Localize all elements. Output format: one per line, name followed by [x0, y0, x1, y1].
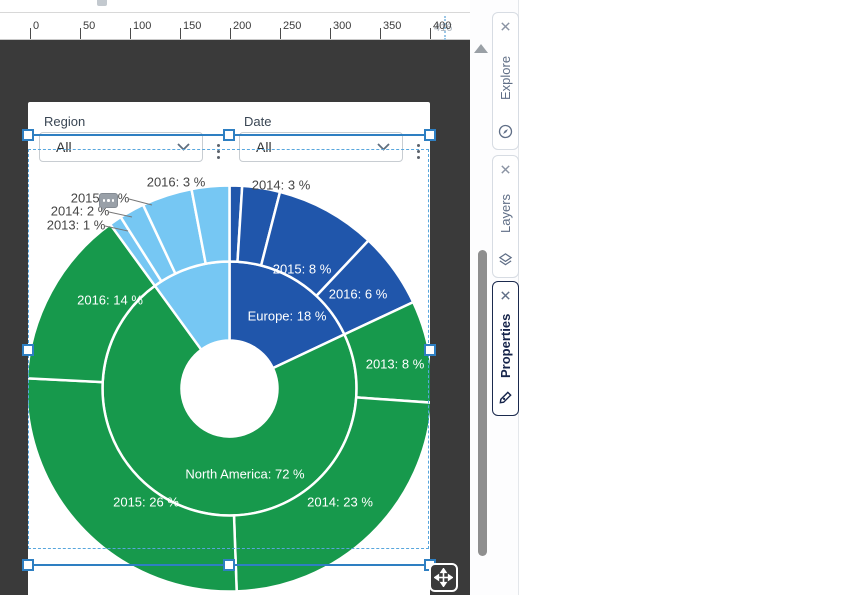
- compass-icon: [498, 124, 513, 139]
- app-stage: 416 050100150200250300350400 RegionAllDa…: [0, 0, 867, 595]
- resize-handle-2[interactable]: [424, 129, 436, 141]
- resize-handle-4[interactable]: [424, 344, 436, 356]
- properties-panel: ← Series 1 Sales Amount Layout & Spacing…: [520, 0, 867, 595]
- tab-label: Explore: [498, 38, 513, 118]
- ruler-tick: [130, 28, 131, 39]
- ruler-tick-label: 400: [433, 20, 451, 32]
- canvas-scrollbar-thumb[interactable]: [478, 250, 487, 556]
- tab-explore[interactable]: Explore: [492, 12, 519, 150]
- ruler-tick: [430, 28, 431, 39]
- pen-icon: [498, 390, 513, 405]
- ruler-tick: [80, 28, 81, 39]
- resize-handle-1[interactable]: [223, 129, 235, 141]
- ruler-tick-label: 50: [83, 20, 95, 32]
- ruler-tick-label: 100: [133, 20, 151, 32]
- resize-handle-6[interactable]: [223, 559, 235, 571]
- resize-handle-5[interactable]: [22, 559, 34, 571]
- toolbar-fragment: [97, 0, 107, 6]
- ruler-tick-label: 150: [183, 20, 201, 32]
- ruler-tick: [280, 28, 281, 39]
- selection-dashed-bounds: [28, 149, 429, 549]
- move-icon: [434, 568, 453, 587]
- ruler-tick: [380, 28, 381, 39]
- tab-layers[interactable]: Layers: [492, 155, 519, 278]
- ruler-tick-label: 200: [233, 20, 251, 32]
- ruler-tick: [330, 28, 331, 39]
- ruler-tick-label: 300: [333, 20, 351, 32]
- ruler-tick: [180, 28, 181, 39]
- close-icon[interactable]: [500, 164, 511, 175]
- ruler-tick: [30, 28, 31, 39]
- tab-label: Layers: [498, 181, 513, 246]
- tab-properties[interactable]: Properties: [492, 281, 519, 416]
- ruler-tick-label: 250: [283, 20, 301, 32]
- layers-icon: [498, 252, 513, 267]
- close-icon[interactable]: [500, 21, 511, 32]
- top-strip: [0, 0, 490, 13]
- horizontal-ruler: 416 050100150200250300350400: [0, 13, 490, 40]
- resize-handle-0[interactable]: [22, 129, 34, 141]
- ruler-tick-label: 350: [383, 20, 401, 32]
- tab-label: Properties: [498, 307, 513, 384]
- canvas-scroll-up-arrow[interactable]: [474, 44, 488, 53]
- ruler-tick-label: 0: [33, 20, 39, 32]
- resize-handle-3[interactable]: [22, 344, 34, 356]
- ruler-tick: [230, 28, 231, 39]
- move-widget-handle[interactable]: [429, 563, 458, 592]
- close-icon[interactable]: [500, 290, 511, 301]
